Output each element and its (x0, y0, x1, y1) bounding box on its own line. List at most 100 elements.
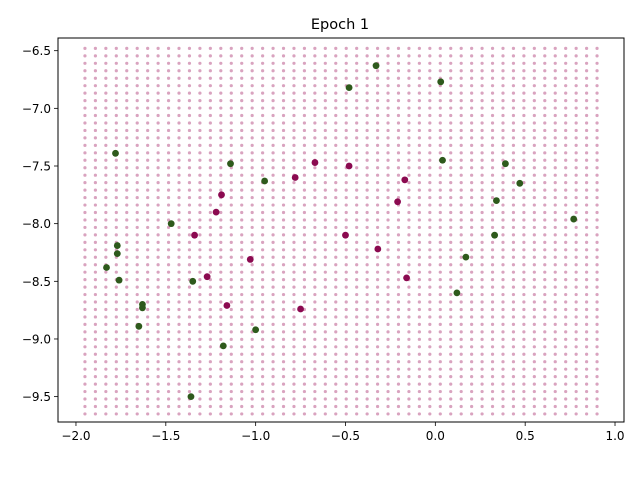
background-grid-point (281, 99, 286, 103)
background-grid-point (490, 330, 495, 334)
background-grid-point (532, 210, 536, 215)
background-grid-point (470, 91, 474, 95)
background-grid-point (240, 352, 244, 356)
background-grid-point (438, 382, 442, 386)
background-grid-point (449, 278, 453, 282)
background-grid-point (553, 158, 557, 162)
background-grid-point (532, 292, 536, 297)
background-grid-point (428, 307, 432, 312)
background-grid-point (470, 46, 474, 50)
background-grid-point (470, 106, 474, 110)
background-grid-point (480, 106, 484, 110)
background-grid-point (501, 337, 505, 341)
background-grid-point (198, 158, 202, 162)
background-grid-point (177, 345, 181, 349)
background-grid-point (375, 352, 380, 356)
background-grid-point (240, 99, 244, 103)
background-grid-point (125, 218, 129, 222)
background-grid-point (417, 337, 421, 341)
background-grid-point (595, 195, 599, 200)
background-grid-point (83, 255, 87, 259)
background-grid-point (585, 181, 589, 185)
background-grid-point (522, 233, 526, 237)
background-grid-point (146, 158, 150, 162)
data-point-series-2 (401, 176, 409, 184)
background-grid-point (323, 166, 327, 170)
background-grid-point (459, 188, 463, 192)
background-grid-point (166, 195, 171, 200)
background-grid-point (83, 233, 87, 237)
background-grid-point (156, 285, 160, 289)
background-grid-point (490, 315, 495, 319)
background-grid-point (344, 345, 348, 349)
background-grid-point (344, 136, 348, 140)
background-grid-point (334, 322, 338, 327)
background-grid-point (344, 181, 348, 185)
background-grid-point (229, 389, 233, 394)
background-grid-point (198, 337, 202, 341)
background-grid-point (198, 270, 202, 274)
background-grid-point (125, 240, 129, 244)
background-grid-point (396, 404, 401, 409)
background-grid-point (553, 315, 557, 319)
background-grid-point (407, 166, 411, 170)
background-grid-point (250, 360, 254, 364)
background-grid-point (323, 240, 327, 244)
background-grid-point (501, 330, 505, 334)
background-grid-point (417, 389, 421, 394)
background-grid-point (323, 181, 327, 185)
background-grid-point (271, 270, 275, 274)
background-grid-point (501, 375, 505, 379)
background-grid-point (490, 84, 495, 88)
background-grid-point (177, 270, 181, 274)
background-grid-point (313, 240, 317, 244)
background-grid-point (574, 210, 578, 215)
background-grid-point (407, 195, 411, 200)
background-grid-point (480, 412, 484, 416)
background-grid-point (146, 143, 150, 147)
background-grid-point (135, 337, 139, 341)
background-grid-point (125, 151, 129, 155)
background-grid-point (240, 382, 244, 386)
background-grid-point (532, 330, 536, 334)
background-grid-point (449, 143, 453, 147)
background-grid-point (365, 151, 369, 155)
background-grid-point (522, 367, 526, 371)
background-grid-point (198, 61, 202, 65)
background-grid-point (229, 106, 233, 110)
background-grid-point (177, 389, 181, 394)
background-grid-point (355, 278, 359, 282)
background-grid-point (480, 337, 484, 341)
background-grid-point (240, 121, 244, 125)
background-grid-point (208, 270, 212, 274)
background-grid-point (187, 233, 192, 237)
background-grid-point (156, 99, 160, 103)
background-grid-point (83, 218, 87, 222)
background-grid-point (177, 218, 181, 222)
background-grid-point (417, 166, 421, 170)
background-grid-point (156, 76, 160, 80)
background-grid-point (261, 285, 265, 289)
background-grid-point (428, 360, 432, 364)
background-grid-point (323, 248, 327, 252)
data-point-series-2 (311, 159, 319, 166)
background-grid-point (334, 136, 338, 140)
background-grid-point (459, 76, 463, 80)
background-grid-point (438, 225, 442, 230)
background-grid-point (271, 188, 275, 192)
background-grid-point (271, 240, 275, 244)
background-grid-point (585, 360, 589, 364)
background-grid-point (261, 233, 265, 237)
background-grid-point (229, 300, 233, 304)
background-grid-point (313, 136, 317, 140)
background-grid-point (574, 106, 578, 110)
background-grid-point (480, 181, 484, 185)
background-grid-point (240, 337, 244, 341)
background-grid-point (135, 300, 139, 304)
background-grid-point (574, 54, 578, 58)
background-grid-point (334, 91, 338, 95)
background-grid-point (480, 307, 484, 312)
background-grid-point (438, 292, 442, 297)
background-grid-point (146, 233, 150, 237)
background-grid-point (344, 106, 348, 110)
